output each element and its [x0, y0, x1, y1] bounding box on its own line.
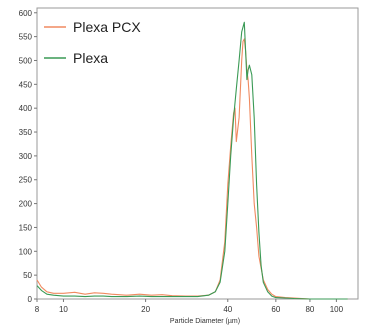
y-tick-label: 300 [19, 152, 33, 161]
y-tick-label: 500 [19, 56, 33, 65]
y-tick-label: 600 [19, 9, 33, 18]
x-tick-label: 60 [271, 305, 280, 314]
legend-label: Plexa [73, 50, 108, 66]
y-tick-label: 100 [19, 247, 33, 256]
x-tick-label: 8 [35, 305, 40, 314]
x-tick-label: 40 [223, 305, 232, 314]
x-axis-title: Particle Diameter (µm) [170, 318, 240, 325]
y-tick-label: 550 [19, 33, 33, 42]
y-axis: 0 50 100 150 200 250 300 350 400 450 500 550 600 [19, 9, 37, 304]
x-tick-label: 20 [141, 305, 150, 314]
y-tick-label: 250 [19, 176, 33, 185]
x-tick-label: 10 [59, 305, 68, 314]
plot-frame [36, 7, 359, 300]
x-tick-label: 80 [305, 305, 314, 314]
y-tick-label: 200 [19, 200, 33, 209]
x-axis: 8 10 20 40 60 80 100 [35, 299, 344, 314]
y-tick-label: 450 [19, 80, 33, 89]
y-tick-label: 50 [23, 271, 32, 280]
series-line-plexa-pcx [36, 38, 348, 300]
y-tick-label: 0 [28, 295, 33, 304]
legend: Plexa PCX Plexa [44, 19, 141, 66]
y-tick-label: 350 [19, 128, 33, 137]
legend-label: Plexa PCX [73, 19, 141, 35]
series-line-plexa [36, 21, 348, 300]
x-tick-label: 100 [330, 305, 344, 314]
series-layer [36, 21, 348, 300]
y-tick-label: 150 [19, 223, 33, 232]
y-tick-label: 400 [19, 104, 33, 113]
plot-border [36, 7, 359, 300]
